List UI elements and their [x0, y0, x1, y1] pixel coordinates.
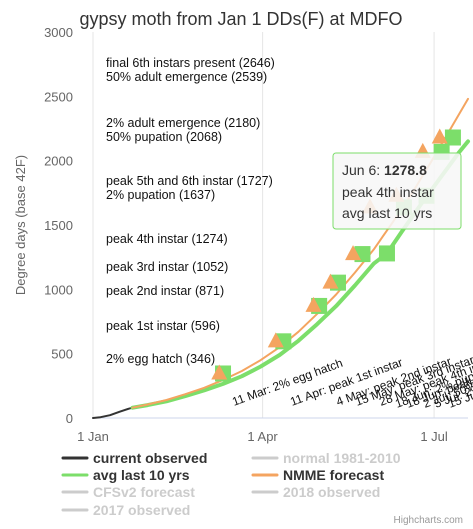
y-axis-ticks: 0 500 1000 1500 2000 2500 3000	[44, 25, 73, 426]
x-tick-label: 1 Apr	[247, 429, 278, 444]
nmme-marker	[305, 296, 322, 312]
y-tick-label: 3000	[44, 25, 73, 40]
legend-item: 2017 observed	[93, 502, 190, 518]
legend-item: CFSv2 forecast	[93, 484, 195, 500]
stage-label: peak 1st instar (596)	[106, 319, 220, 333]
stage-label: 50% pupation (2068)	[106, 130, 222, 144]
stage-labels: final 6th instars present (2646)50% adul…	[106, 56, 275, 366]
stage-label: peak 3rd instar (1052)	[106, 260, 228, 274]
stage-label: peak 5th and 6th instar (1727)	[106, 174, 273, 188]
avg-marker	[444, 129, 461, 146]
tooltip: Jun 6: 1278.8 peak 4th instar avg last 10 …	[332, 152, 462, 230]
stage-label: final 6th instars present (2646)	[106, 56, 275, 70]
avg-marker	[378, 245, 395, 262]
nmme-marker	[267, 332, 284, 348]
y-tick-label: 0	[66, 411, 73, 426]
legend-item: avg last 10 yrs	[93, 467, 190, 483]
stage-label: 2% adult emergence (2180)	[106, 116, 260, 130]
nmme-marker	[322, 273, 339, 289]
nmme-marker	[431, 128, 448, 144]
series-line	[92, 406, 134, 419]
stage-label: 2% pupation (1637)	[106, 188, 215, 202]
nmme-marker	[345, 245, 362, 261]
tooltip-box	[332, 152, 462, 230]
stage-label: peak 2nd instar (871)	[106, 284, 224, 298]
legend: current observed normal 1981-2010 avg last…	[61, 450, 401, 518]
legend-item: normal 1981-2010	[283, 450, 401, 466]
x-tick-label: 1 Jul	[420, 429, 448, 444]
x-axis-ticks: 1 Jan 1 Apr 1 Jul	[77, 429, 448, 444]
y-tick-label: 1500	[44, 218, 73, 233]
legend-item: current observed	[93, 450, 207, 466]
y-axis-label: Degree days (base 42F)	[13, 155, 28, 295]
credits[interactable]: Highcharts.com	[394, 515, 463, 526]
stage-label: peak 4th instar (1274)	[106, 232, 228, 246]
tooltip-date: Jun 6: 1278.8	[342, 162, 427, 178]
legend-item: NMME forecast	[283, 467, 384, 483]
tooltip-date-text: Jun 6:	[342, 162, 384, 178]
stage-label: 2% egg hatch (346)	[106, 352, 215, 366]
stage-label: 50% adult emergence (2539)	[106, 70, 267, 84]
tooltip-value: 1278.8	[384, 162, 427, 178]
x-tick-label: 1 Jan	[77, 429, 109, 444]
y-tick-label: 2000	[44, 154, 73, 169]
tooltip-series: avg last 10 yrs	[342, 205, 432, 221]
y-tick-label: 500	[51, 347, 73, 362]
legend-item: 2018 observed	[283, 484, 380, 500]
chart-title: gypsy moth from Jan 1 DDs(F) at MDFO	[79, 9, 402, 29]
tooltip-stage: peak 4th instar	[342, 184, 434, 200]
y-tick-label: 1000	[44, 282, 73, 297]
nmme-marker	[211, 364, 228, 380]
y-tick-label: 2500	[44, 89, 73, 104]
